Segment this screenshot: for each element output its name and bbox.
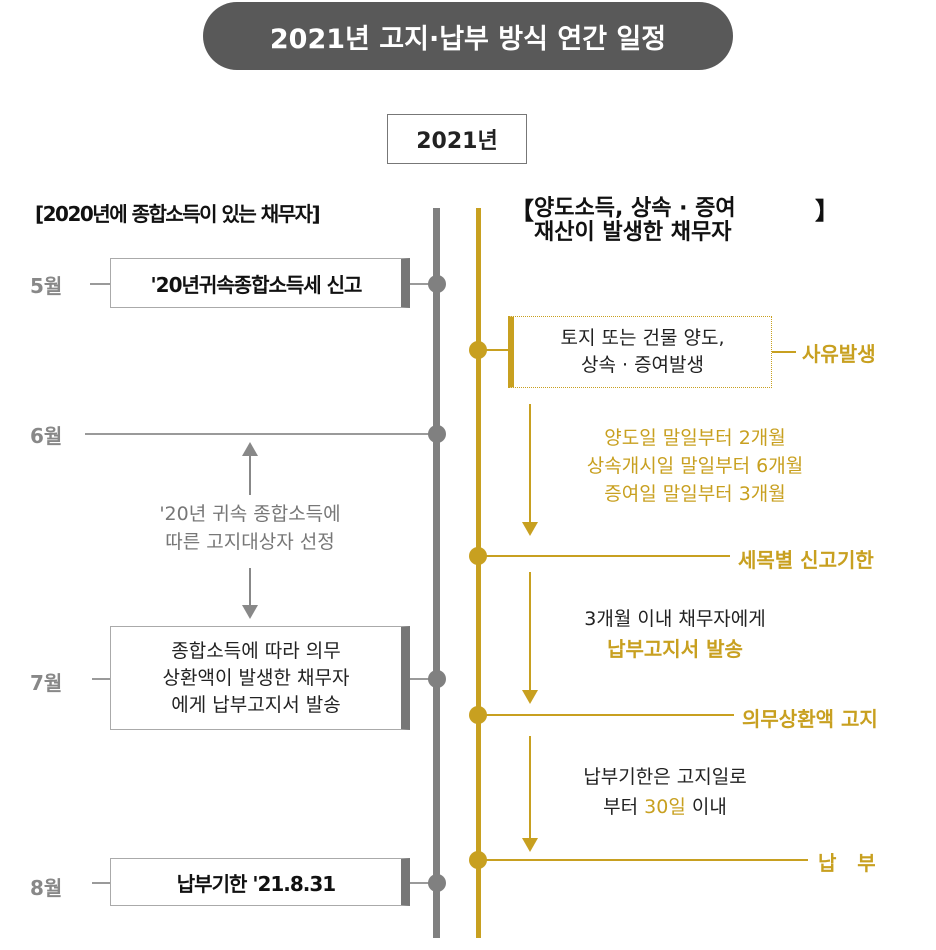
year-label: 2021년 xyxy=(387,114,527,164)
deadline-line3: 증여일 말일부터 3개월 xyxy=(604,483,786,505)
left-timeline xyxy=(433,208,440,938)
right-timeline xyxy=(476,208,481,938)
event-connector xyxy=(480,349,510,351)
may-dot xyxy=(428,275,446,293)
up-arrow-icon xyxy=(242,442,258,456)
down-arrow-shaft xyxy=(249,568,251,608)
down-arrow-icon xyxy=(242,605,258,619)
selection-line1: '20년 귀속 종합소득에 xyxy=(159,503,341,525)
open-bracket: 【 xyxy=(510,197,534,225)
notice-arrow-shaft xyxy=(529,572,531,692)
notice-text: 3개월 이내 채무자에게 납부고지서 발송 xyxy=(545,604,805,664)
selection-text: '20년 귀속 종합소득에 따른 고지대상자 선정 xyxy=(110,500,390,556)
pay-line2-suffix: 이내 xyxy=(691,796,727,818)
event-line2: 상속 · 증여발생 xyxy=(581,354,704,376)
notice-dot xyxy=(469,706,487,724)
month-may: 5월 xyxy=(30,274,63,298)
july-line3: 에게 납부고지서 발송 xyxy=(171,693,341,716)
july-line2: 상환액이 발생한 채무자 xyxy=(162,666,350,689)
notice-line2: 납부고지서 발송 xyxy=(607,637,743,661)
pay-arrow-icon xyxy=(522,838,538,852)
deadline-text: 양도일 말일부터 2개월 상속개시일 말일부터 6개월 증여일 말일부터 3개월 xyxy=(545,424,845,508)
pay-arrow-shaft xyxy=(529,736,531,840)
left-column-header: [2020년에 종합소득이 있는 채무자] xyxy=(35,202,321,226)
right-header-line2: 재산이 발생한 채무자 xyxy=(534,220,732,245)
deadline-arrow-shaft xyxy=(529,404,531,524)
month-july: 7월 xyxy=(30,671,63,695)
august-dot xyxy=(428,874,446,892)
pay-line1: 납부기한은 고지일로 xyxy=(583,766,747,788)
notice-label: 의무상환액 고지 xyxy=(742,707,878,731)
event-dot xyxy=(469,341,487,359)
close-bracket: 】 xyxy=(815,197,839,225)
deadline-line1: 양도일 말일부터 2개월 xyxy=(604,427,786,449)
pay-line2-prefix: 부터 xyxy=(603,796,639,818)
deadline-arrow-icon xyxy=(522,522,538,536)
may-report-box: '20년귀속종합소득세 신고 xyxy=(110,258,410,308)
page-title: 2021년 고지·납부 방식 연간 일정 xyxy=(203,2,733,70)
june-connector xyxy=(85,433,435,435)
june-dot xyxy=(428,425,446,443)
pay-label: 납 부 xyxy=(818,851,876,875)
event-label: 사유발생 xyxy=(802,342,876,366)
pay-connector xyxy=(480,859,808,861)
selection-line2: 따른 고지대상자 선정 xyxy=(165,531,335,553)
deadline-line2: 상속개시일 말일부터 6개월 xyxy=(586,455,804,477)
notice-connector xyxy=(480,714,734,716)
pay-text: 납부기한은 고지일로 부터 30일 이내 xyxy=(545,762,785,822)
notice-arrow-icon xyxy=(522,690,538,704)
event-box: 토지 또는 건물 양도, 상속 · 증여발생 xyxy=(508,316,772,388)
august-due-box: 납부기한 '21.8.31 xyxy=(110,858,410,906)
notice-line1: 3개월 이내 채무자에게 xyxy=(584,608,766,630)
pay-dot xyxy=(469,851,487,869)
report-label: 세목별 신고기한 xyxy=(738,548,874,572)
report-connector xyxy=(480,555,730,557)
pay-line2-gold: 30일 xyxy=(644,796,686,818)
july-notice-box: 종합소득에 따라 의무 상환액이 발생한 채무자 에게 납부고지서 발송 xyxy=(110,626,410,730)
month-june: 6월 xyxy=(30,424,63,448)
report-dot xyxy=(469,547,487,565)
right-header-line1: 양도소득, 상속 · 증여 xyxy=(534,196,736,221)
event-label-connector xyxy=(772,351,796,353)
july-dot xyxy=(428,670,446,688)
event-line1: 토지 또는 건물 양도, xyxy=(560,327,725,349)
up-arrow-shaft xyxy=(249,455,251,495)
july-line1: 종합소득에 따라 의무 xyxy=(171,639,341,662)
month-august: 8월 xyxy=(30,876,63,900)
